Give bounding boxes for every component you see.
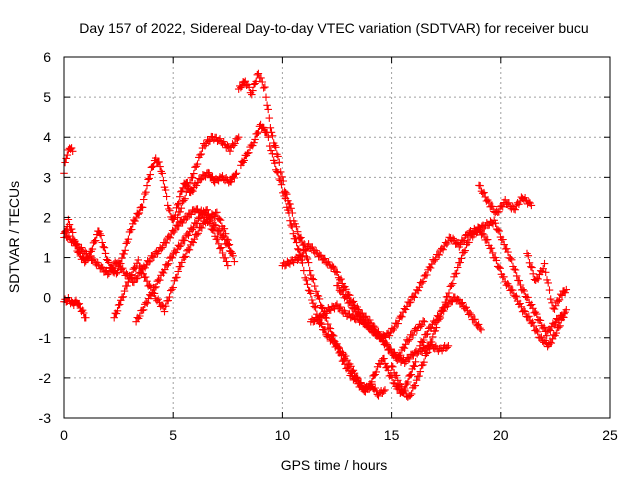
plot-frame [63,56,611,419]
data-series-track-7 [173,132,243,222]
y-tick-label: 6 [43,49,51,65]
y-tick-label: -3 [39,410,52,426]
x-tick-label: 15 [384,427,400,443]
data-series-track-10 [278,240,453,368]
y-tick-label: 2 [43,209,51,225]
x-axis-label: GPS time / hours [281,457,388,473]
y-tick-label: 3 [43,169,51,185]
x-tick-label: 0 [60,427,68,443]
chart-title: Day 157 of 2022, Sidereal Day-to-day VTE… [79,20,588,36]
data-series-track-6 [132,205,236,326]
grid-layer [64,57,610,418]
data-series-track-9 [237,120,389,400]
y-tick-label: -1 [39,330,52,346]
data-series-track-12 [333,216,568,343]
y-tick-label: 5 [43,89,51,105]
data-series-track-13 [387,223,571,401]
tick-layer: 0 5 10 15 20 25 -3 -2 -1 0 1 2 3 4 5 6 [39,49,618,443]
data-series-track-2 [60,293,90,322]
data-series-track-15 [475,181,536,217]
x-tick-label: 5 [169,427,177,443]
y-tick-label: -2 [39,370,52,386]
y-tick-label: 4 [43,129,51,145]
y-axis-label: SDTVAR / TECUs [6,181,22,293]
data-series-track-1 [60,144,77,178]
data-layer [60,69,571,401]
y-tick-label: 1 [43,250,51,266]
data-series-track-14 [416,293,485,350]
x-tick-label: 20 [493,427,509,443]
y-tick-label: 0 [43,290,51,306]
data-series-track-16 [523,249,571,313]
x-tick-label: 10 [275,427,291,443]
x-tick-label: 25 [602,427,618,443]
